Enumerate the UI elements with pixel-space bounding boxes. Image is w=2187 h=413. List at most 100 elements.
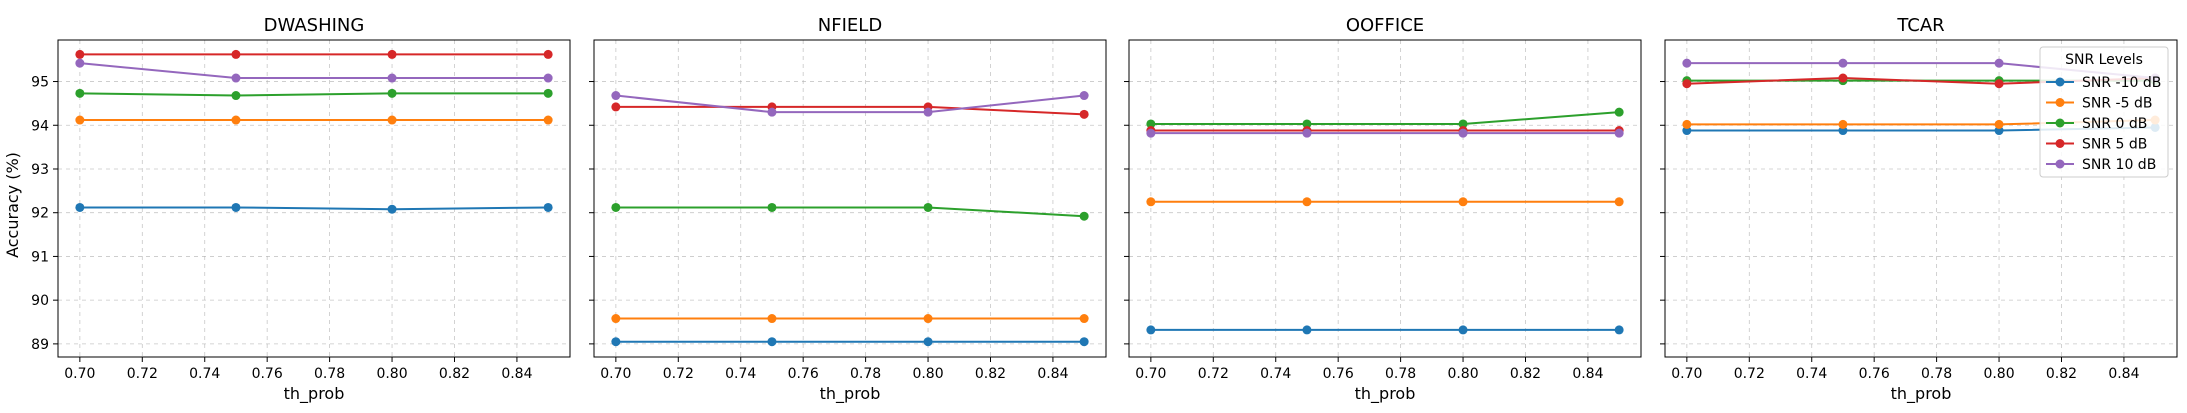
data-point	[1458, 119, 1468, 129]
x-tick-label: 0.78	[314, 366, 345, 382]
data-point	[1146, 197, 1156, 207]
y-tick-label: 91	[31, 249, 49, 265]
data-point	[923, 314, 933, 324]
chart-panel-1: 0.70 0.72 0.74 0.76 0.78 0.80 0.82 0.84 NFIELD th…	[589, 15, 1107, 404]
x-tick-label: 0.76	[788, 366, 819, 382]
x-tick-label: 0.70	[1671, 366, 1702, 382]
data-point	[611, 91, 621, 101]
data-point	[1079, 91, 1089, 101]
data-point	[611, 337, 621, 347]
data-point	[1302, 128, 1312, 138]
plot-frame	[1128, 39, 1642, 358]
data-point	[1614, 107, 1624, 117]
series-line	[615, 105, 1085, 116]
plot-area	[594, 40, 1106, 357]
data-point	[767, 314, 777, 324]
series-line	[79, 92, 549, 97]
x-tick-label: 0.70	[64, 366, 95, 382]
data-point	[923, 107, 933, 117]
y-tick-label: 94	[31, 118, 49, 134]
x-tick-label: 0.72	[1198, 366, 1229, 382]
x-tick-label: 0.74	[189, 366, 220, 382]
data-point	[611, 314, 621, 324]
legend-item: SNR -5 dB	[2046, 96, 2152, 112]
data-point	[1079, 337, 1089, 347]
x-tick-label: 0.80	[912, 366, 943, 382]
data-point	[1302, 119, 1312, 129]
y-tick-label: 89	[31, 337, 49, 353]
legend-label: SNR 0 dB	[2082, 116, 2147, 132]
x-tick-label: 0.70	[1135, 366, 1166, 382]
panel-title: DWASHING	[264, 15, 365, 36]
data-point	[1682, 119, 1692, 129]
legend-label: SNR -10 dB	[2082, 75, 2161, 91]
x-tick-label: 0.80	[1447, 366, 1478, 382]
legend-label: SNR 10 dB	[2082, 157, 2156, 173]
series-0	[1146, 325, 1624, 335]
legend: SNR Levels SNR -10 dB SNR -5 dB SNR 0 dB SNR…	[2039, 46, 2169, 178]
data-point	[1079, 109, 1089, 119]
x-tick-label: 0.84	[2108, 366, 2139, 382]
data-point	[767, 202, 777, 212]
series-4	[75, 58, 553, 83]
series-4	[611, 91, 1089, 117]
x-tick-label: 0.70	[600, 366, 631, 382]
x-tick-label: 0.80	[1983, 366, 2014, 382]
series-0	[75, 202, 553, 214]
x-tick-label: 0.84	[1037, 366, 1068, 382]
x-tick-label: 0.82	[2046, 366, 2077, 382]
plot-frame	[57, 39, 571, 358]
data-point	[1458, 197, 1468, 207]
data-point	[231, 202, 241, 212]
legend-item: SNR 10 dB	[2046, 157, 2156, 173]
data-point	[543, 73, 553, 83]
data-point	[923, 337, 933, 347]
legend-marker	[2055, 139, 2065, 148]
data-point	[75, 202, 85, 212]
legend-item: SNR 5 dB	[2046, 137, 2147, 153]
y-axis-title: Accuracy (%)	[3, 152, 22, 258]
x-tick-label: 0.72	[663, 366, 694, 382]
data-point	[1838, 73, 1848, 83]
data-point	[543, 115, 553, 125]
data-point	[1079, 211, 1089, 221]
data-point	[75, 88, 85, 98]
series-1	[75, 115, 553, 125]
series-1	[1146, 197, 1624, 207]
x-axis-title: th_prob	[820, 384, 881, 404]
x-tick-label: 0.76	[1323, 366, 1354, 382]
series-1	[611, 314, 1089, 324]
data-point	[1458, 325, 1468, 335]
data-point	[543, 88, 553, 98]
legend-label: SNR 5 dB	[2082, 137, 2147, 153]
legend-marker	[2055, 118, 2065, 128]
y-tick-label: 92	[31, 206, 49, 222]
series-line	[1150, 111, 1620, 125]
panel-title: TCAR	[1896, 15, 1944, 36]
data-point	[767, 337, 777, 347]
x-tick-label: 0.78	[1921, 366, 1952, 382]
x-axis-title: th_prob	[284, 384, 345, 404]
legend-marker	[2055, 77, 2065, 87]
x-tick-label: 0.84	[1572, 366, 1603, 382]
x-tick-label: 0.82	[439, 366, 470, 382]
x-axis-title: th_prob	[1891, 384, 1952, 404]
x-tick-label: 0.76	[252, 366, 283, 382]
series-4	[1146, 128, 1624, 138]
data-point	[75, 58, 85, 68]
data-point	[231, 49, 241, 59]
data-point	[1682, 79, 1692, 89]
legend-item: SNR -10 dB	[2046, 75, 2161, 91]
data-point	[1146, 128, 1156, 138]
data-point	[1146, 325, 1156, 335]
series-0	[611, 337, 1089, 347]
data-point	[1838, 119, 1848, 129]
data-point	[231, 73, 241, 83]
series-3	[75, 49, 553, 59]
x-tick-label: 0.78	[850, 366, 881, 382]
legend-label: SNR -5 dB	[2082, 96, 2152, 112]
legend-marker	[2055, 98, 2065, 107]
plot-area	[1129, 40, 1641, 357]
panel-title: OOFFICE	[1346, 15, 1424, 36]
